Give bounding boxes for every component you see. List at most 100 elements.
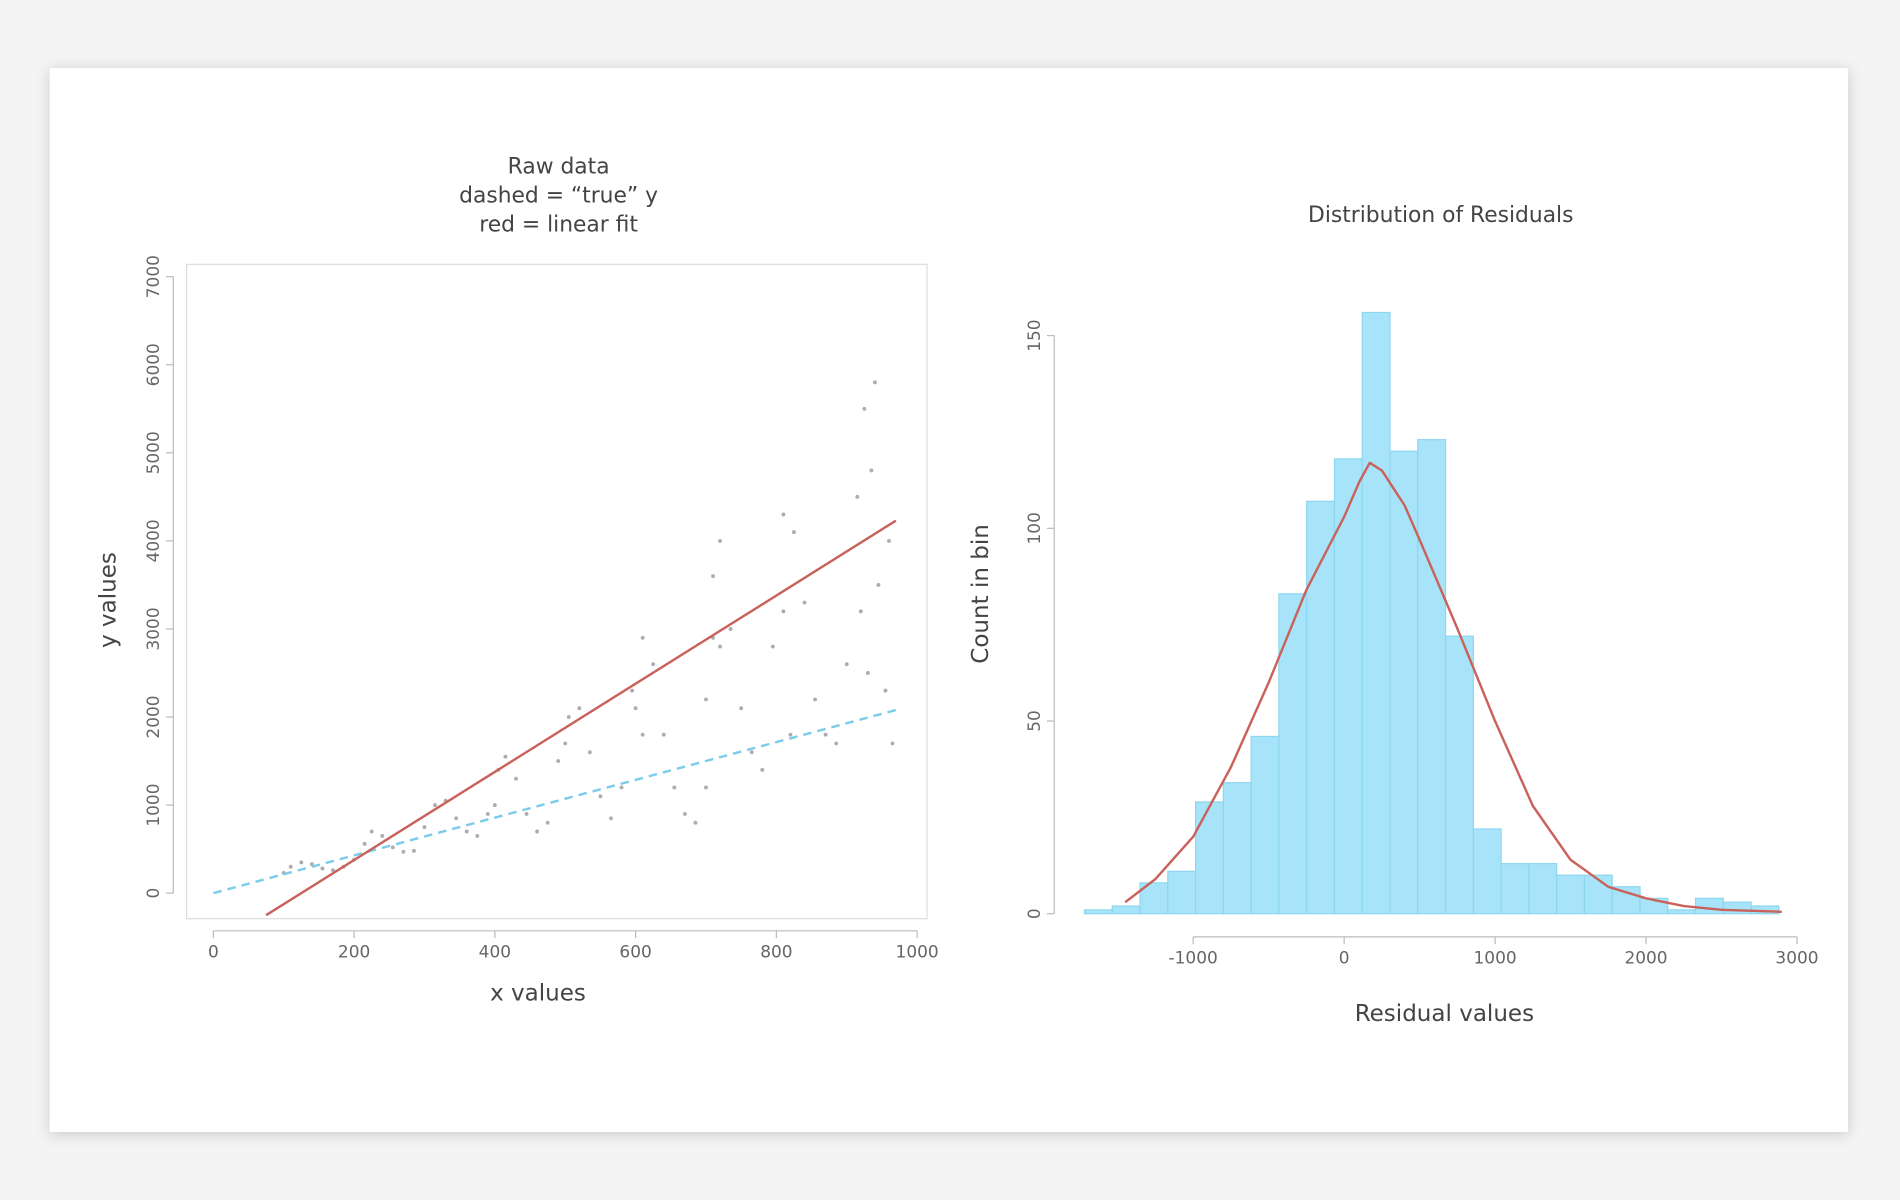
bar bbox=[1278, 593, 1308, 915]
point bbox=[855, 494, 860, 499]
point bbox=[770, 644, 775, 649]
point bbox=[485, 811, 490, 816]
bar bbox=[1556, 874, 1586, 915]
bar bbox=[1583, 874, 1613, 915]
point bbox=[433, 803, 437, 808]
point bbox=[362, 841, 367, 846]
point bbox=[524, 811, 529, 816]
bar bbox=[1722, 901, 1752, 915]
y-tick-label: 50 bbox=[1024, 710, 1044, 732]
y-tick-label: 150 bbox=[1024, 319, 1044, 351]
point bbox=[503, 754, 508, 759]
bar bbox=[1444, 635, 1474, 915]
point bbox=[858, 609, 863, 614]
bar bbox=[1389, 450, 1419, 915]
x-axis-label: Residual values bbox=[1355, 1001, 1534, 1027]
point bbox=[887, 538, 891, 543]
y-tick-label: 1000 bbox=[143, 784, 163, 827]
point bbox=[331, 868, 335, 873]
bar bbox=[1694, 897, 1724, 915]
point bbox=[390, 845, 395, 850]
y-axis-label: Count in bin bbox=[968, 524, 994, 664]
y-tick-label: 100 bbox=[1024, 512, 1044, 544]
point bbox=[865, 671, 870, 675]
bar bbox=[1667, 909, 1697, 915]
point bbox=[556, 759, 561, 763]
point bbox=[309, 862, 314, 867]
point bbox=[619, 785, 624, 790]
point bbox=[651, 662, 656, 667]
y-tick-label: 7000 bbox=[143, 255, 163, 298]
point bbox=[883, 688, 888, 693]
bar bbox=[1306, 500, 1336, 915]
bar bbox=[1111, 905, 1141, 915]
point bbox=[411, 848, 416, 853]
point bbox=[792, 530, 796, 535]
density-curve bbox=[1124, 461, 1782, 913]
bar bbox=[1500, 863, 1530, 915]
point bbox=[475, 833, 480, 838]
point bbox=[823, 732, 828, 737]
point bbox=[545, 820, 550, 825]
point bbox=[834, 741, 839, 746]
point bbox=[718, 644, 723, 649]
bar bbox=[1083, 909, 1113, 915]
point bbox=[672, 785, 677, 790]
point bbox=[704, 697, 708, 702]
point bbox=[320, 866, 325, 871]
point bbox=[682, 811, 687, 816]
point bbox=[872, 380, 877, 385]
y-tick-label: 4000 bbox=[143, 519, 163, 562]
x-tick-label: 0 bbox=[208, 942, 219, 962]
point bbox=[630, 688, 635, 693]
y-tick-label: 6000 bbox=[143, 343, 163, 386]
y-axis-label: y values bbox=[96, 552, 122, 648]
x-tick-label: 3000 bbox=[1775, 948, 1818, 968]
y-tick-label: 3000 bbox=[143, 607, 163, 650]
bar bbox=[1417, 439, 1447, 915]
point bbox=[739, 706, 744, 711]
point bbox=[781, 609, 786, 614]
point bbox=[718, 538, 723, 543]
bar bbox=[1361, 311, 1391, 915]
point bbox=[464, 829, 469, 834]
x-tick-label: 0 bbox=[1339, 948, 1350, 968]
x-tick-label: 1000 bbox=[896, 942, 939, 962]
x-tick-label: 600 bbox=[619, 942, 651, 962]
point bbox=[566, 715, 571, 719]
point bbox=[299, 860, 304, 865]
point bbox=[869, 468, 874, 473]
x-tick-label: 200 bbox=[338, 942, 370, 962]
x-tick-label: 1000 bbox=[1474, 948, 1517, 968]
bar bbox=[1528, 863, 1558, 915]
point bbox=[587, 750, 592, 755]
point bbox=[514, 776, 518, 781]
point bbox=[492, 803, 497, 808]
point bbox=[728, 627, 733, 631]
chart-subtitle: red = linear fit bbox=[479, 213, 638, 238]
point bbox=[563, 741, 568, 746]
bar bbox=[1194, 801, 1224, 915]
point bbox=[890, 741, 895, 746]
point bbox=[454, 816, 459, 821]
chart-title: Raw data bbox=[508, 154, 610, 179]
bar bbox=[1472, 828, 1502, 915]
point bbox=[661, 732, 666, 737]
chart-subtitle: dashed = “true” y bbox=[459, 183, 658, 208]
point bbox=[693, 820, 698, 825]
point bbox=[704, 785, 708, 790]
point bbox=[760, 767, 765, 772]
x-tick-label: -1000 bbox=[1169, 948, 1218, 968]
y-tick-label: 2000 bbox=[143, 695, 163, 738]
point bbox=[535, 829, 540, 834]
point bbox=[813, 697, 818, 702]
bar bbox=[1167, 870, 1197, 915]
chart-title: Distribution of Residuals bbox=[1308, 203, 1573, 228]
bar bbox=[1222, 782, 1252, 915]
point bbox=[288, 864, 293, 869]
point bbox=[633, 706, 638, 711]
point bbox=[781, 512, 786, 517]
plot-frame bbox=[186, 263, 928, 920]
point bbox=[844, 662, 849, 667]
